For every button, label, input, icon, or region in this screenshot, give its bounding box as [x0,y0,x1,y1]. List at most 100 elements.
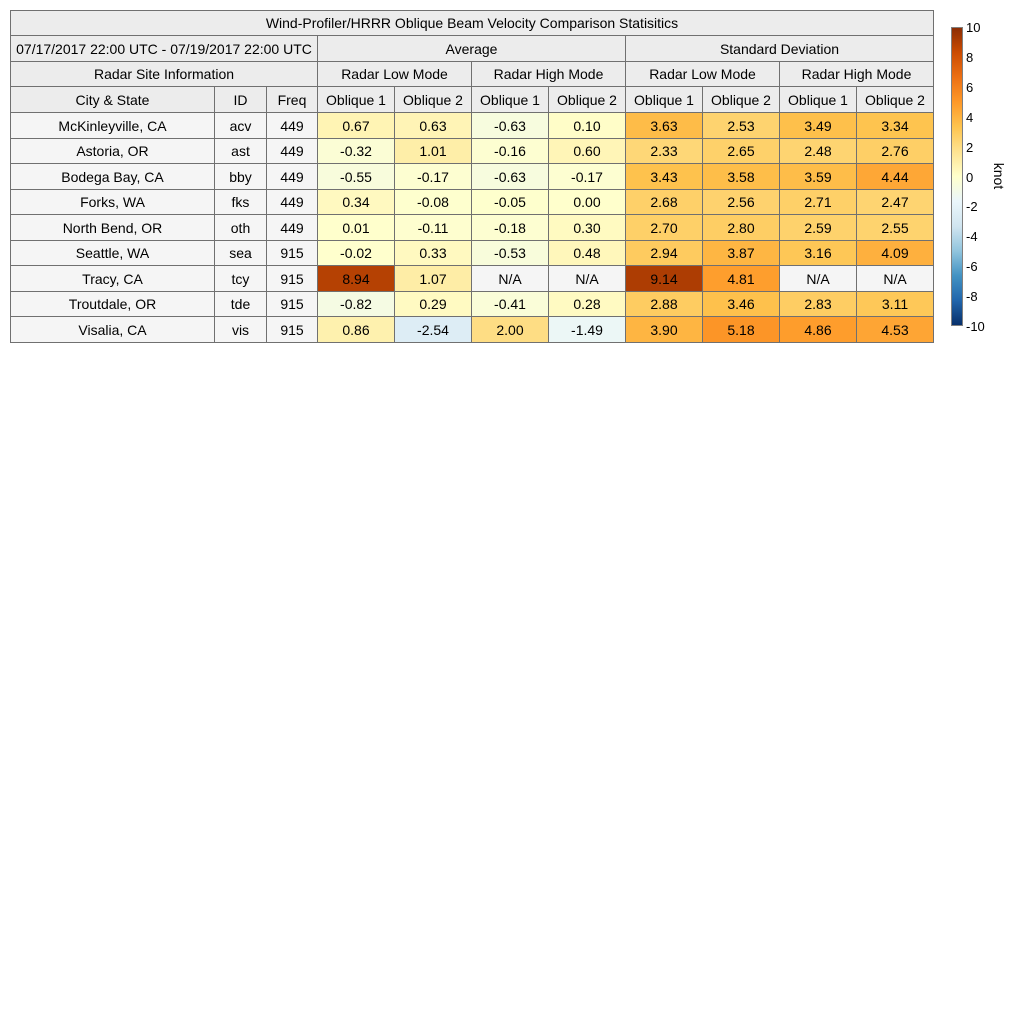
value-cell: -0.02 [317,240,395,266]
value-cell: 0.67 [317,112,395,139]
frequency-cell: 449 [266,189,318,215]
table-row: Bodega Bay, CA bby 449 -0.55 -0.17 -0.63 -0.17… [10,163,934,190]
value-cell: -0.17 [394,163,472,190]
value-cell: 2.70 [625,214,703,241]
value-cell: -0.11 [394,214,472,241]
frequency-cell: 449 [266,112,318,139]
column-header: Oblique 1 [471,86,549,113]
city-cell: Tracy, CA [10,265,215,292]
value-cell: 0.28 [548,291,626,317]
frequency-cell: 915 [266,265,318,292]
site-id-cell: oth [214,214,267,241]
value-cell: 0.01 [317,214,395,241]
value-cell: 9.14 [625,265,703,292]
column-header: Oblique 1 [779,86,857,113]
value-cell: -0.05 [471,189,549,215]
colorbar-tick-label: -10 [966,319,985,334]
value-cell: -0.55 [317,163,395,190]
value-cell: -0.63 [471,112,549,139]
value-cell: 2.80 [702,214,780,241]
value-cell: 0.60 [548,138,626,164]
city-cell: Troutdale, OR [10,291,215,317]
value-cell: 2.88 [625,291,703,317]
site-id-cell: tcy [214,265,267,292]
average-header: Average [317,35,626,62]
value-cell: 2.47 [856,189,934,215]
value-cell: -0.08 [394,189,472,215]
frequency-cell: 915 [266,240,318,266]
value-cell: 2.53 [702,112,780,139]
site-id-cell: bby [214,163,267,190]
stdev-high-mode-header: Radar High Mode [779,61,934,87]
value-cell: 1.07 [394,265,472,292]
site-id-cell: ast [214,138,267,164]
table-row: Visalia, CA vis 915 0.86 -2.54 2.00 -1.49 3.90 5… [10,316,934,343]
site-id-cell: sea [214,240,267,266]
frequency-cell: 449 [266,138,318,164]
site-info-header: Radar Site Information [10,61,318,87]
value-cell: 2.71 [779,189,857,215]
table-row: Astoria, OR ast 449 -0.32 1.01 -0.16 0.60 2.33 2… [10,138,934,164]
value-cell: 4.53 [856,316,934,343]
site-id-cell: fks [214,189,267,215]
value-cell: 2.83 [779,291,857,317]
column-header: Oblique 2 [394,86,472,113]
value-cell: 2.76 [856,138,934,164]
value-cell: 2.56 [702,189,780,215]
value-cell: N/A [779,265,857,292]
value-cell: 3.11 [856,291,934,317]
stdev-low-mode-header: Radar Low Mode [625,61,780,87]
value-cell: -0.32 [317,138,395,164]
value-cell: -0.17 [548,163,626,190]
column-header: Oblique 2 [702,86,780,113]
value-cell: 0.10 [548,112,626,139]
value-cell: N/A [856,265,934,292]
value-cell: 3.46 [702,291,780,317]
table-row: Seattle, WA sea 915 -0.02 0.33 -0.53 0.48 2.94 3… [10,240,934,266]
value-cell: 0.63 [394,112,472,139]
site-id-cell: vis [214,316,267,343]
value-cell: 2.48 [779,138,857,164]
table-row: Troutdale, OR tde 915 -0.82 0.29 -0.41 0.28 2.8… [10,291,934,317]
colorbar-tick-label: -8 [966,289,978,305]
value-cell: 3.90 [625,316,703,343]
stdev-header: Standard Deviation [625,35,934,62]
value-cell: -0.41 [471,291,549,317]
value-cell: 1.01 [394,138,472,164]
value-cell: -0.82 [317,291,395,317]
city-cell: Seattle, WA [10,240,215,266]
colorbar-tick-label: 2 [966,139,974,155]
value-cell: 4.81 [702,265,780,292]
city-cell: McKinleyville, CA [10,112,215,139]
average-low-mode-header: Radar Low Mode [317,61,472,87]
value-cell: -2.54 [394,316,472,343]
city-cell: Astoria, OR [10,138,215,164]
colorbar-tick-label: -2 [966,199,978,215]
colorbar-tick-label: 8 [966,49,974,65]
colorbar-tick-label: -4 [966,229,978,245]
value-cell: -0.63 [471,163,549,190]
date-range: 07/17/2017 22:00 UTC - 07/19/2017 22:00 … [10,35,318,62]
colorbar-tick-label: 0 [966,169,974,185]
column-header: ID [214,86,267,113]
value-cell: 0.29 [394,291,472,317]
value-cell: N/A [471,265,549,292]
value-cell: 2.68 [625,189,703,215]
table-row: Forks, WA fks 449 0.34 -0.08 -0.05 0.00 2.68 2.5… [10,189,934,215]
value-cell: -0.18 [471,214,549,241]
table-row: North Bend, OR oth 449 0.01 -0.11 -0.18 0.30 2.… [10,214,934,241]
value-cell: 2.00 [471,316,549,343]
colorbar-tick-label: -6 [966,259,978,275]
column-header: Oblique 1 [317,86,395,113]
column-header-row: City & State ID Freq Oblique 1 Oblique 2 Obli… [10,86,934,113]
value-cell: 3.34 [856,112,934,139]
value-cell: 8.94 [317,265,395,292]
value-cell: N/A [548,265,626,292]
column-header: Freq [266,86,318,113]
table-row: McKinleyville, CA acv 449 0.67 0.63 -0.63 0.10… [10,112,934,139]
value-cell: 0.33 [394,240,472,266]
column-header: Oblique 1 [625,86,703,113]
colorbar [951,27,963,326]
value-cell: 0.86 [317,316,395,343]
column-header: Oblique 2 [856,86,934,113]
